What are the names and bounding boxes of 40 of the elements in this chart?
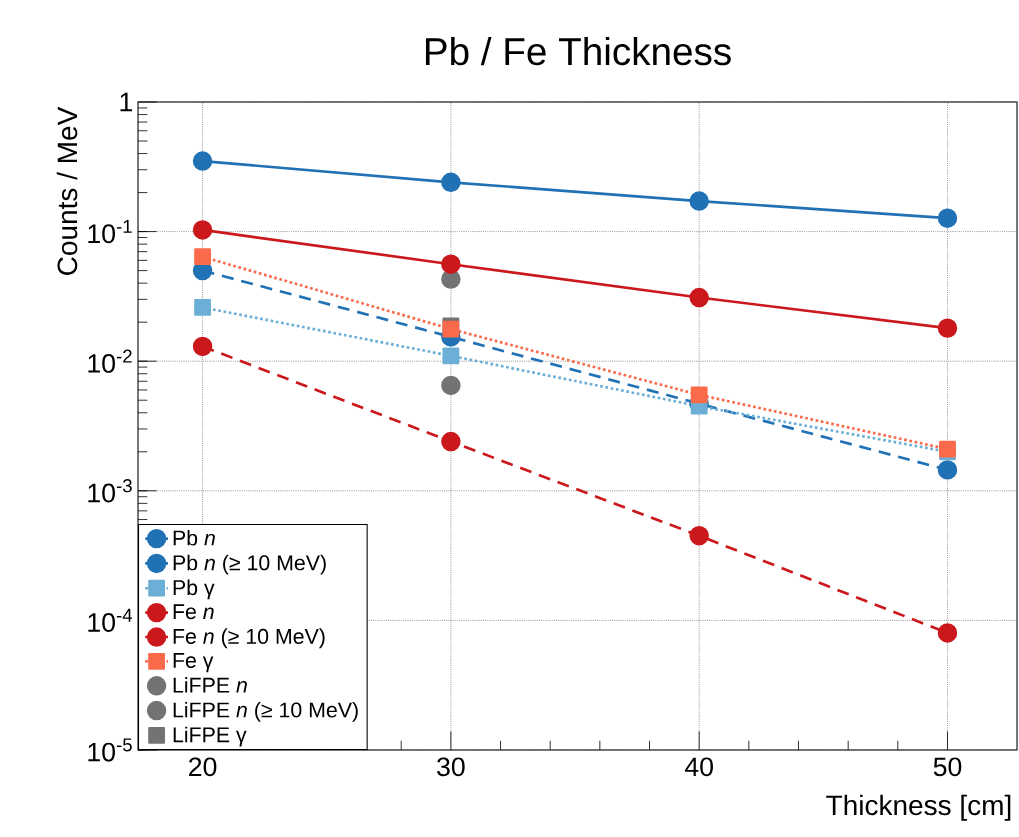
legend-label: Pb γ — [173, 579, 215, 600]
point — [441, 375, 461, 396]
y-tick-label: 10$^{-5}$ — [88, 738, 132, 762]
point — [690, 386, 708, 404]
y-tick-label: 10$^{-1}$ — [88, 220, 132, 244]
point — [192, 151, 213, 171]
legend-label: Fe n (≥ 10 MeV) — [173, 628, 325, 649]
point — [194, 299, 211, 316]
point — [192, 336, 213, 357]
point — [441, 254, 461, 274]
legend-label: LiFPE γ — [173, 726, 247, 747]
y-tick-label: 1 — [120, 92, 132, 112]
x-tick-label: 20 — [189, 757, 217, 777]
x-axis-title: Thickness [cm] — [826, 794, 1011, 821]
legend-label: Fe γ — [173, 653, 214, 673]
legend-label: Fe n — [173, 604, 214, 620]
point — [442, 347, 460, 365]
y-axis-title: Counts / MeV — [56, 106, 78, 275]
legend-label: LiFPE n — [173, 677, 247, 693]
y-tick-label: 10$^{-2}$ — [88, 349, 132, 373]
point — [441, 172, 461, 193]
point — [937, 460, 958, 480]
y-tick-label: 10$^{-4}$ — [88, 608, 133, 632]
point — [937, 623, 958, 643]
point — [192, 220, 213, 240]
point — [194, 248, 211, 266]
point — [689, 191, 709, 211]
point — [937, 318, 958, 338]
chart-title: Pb / Fe Thickness — [425, 36, 731, 66]
y-tick-label: 10$^{-3}$ — [88, 479, 132, 503]
point — [937, 208, 958, 228]
x-tick-label: 30 — [437, 757, 465, 777]
x-tick-label: 50 — [933, 757, 962, 777]
point — [689, 526, 709, 546]
point — [441, 431, 461, 452]
point — [689, 287, 709, 308]
legend-label: Pb n — [173, 529, 215, 546]
legend-label: Pb n (≥ 10 MeV) — [173, 554, 326, 575]
legend-label: LiFPE n (≥ 10 MeV) — [173, 701, 358, 722]
x-tick-label: 40 — [684, 757, 713, 777]
